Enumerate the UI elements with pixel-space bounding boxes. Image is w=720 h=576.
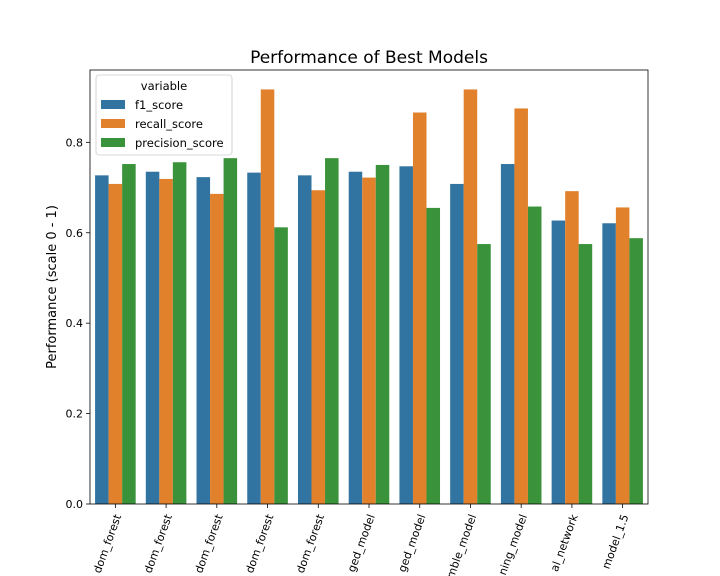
- bar-f1_score-7: [450, 183, 464, 504]
- bar-f1_score-6: [399, 166, 413, 505]
- bar-recall_score-10: [615, 207, 630, 504]
- bar-f1_score-8: [500, 164, 515, 504]
- bar-f1_score-0: [95, 175, 109, 504]
- x-tick-label-7: mble_model: [444, 513, 479, 576]
- legend-swatch-f1_score: [101, 100, 125, 109]
- bar-recall_score-1: [159, 178, 173, 504]
- bar-precision_score-10: [629, 238, 643, 504]
- bar-f1_score-3: [247, 172, 261, 504]
- bar-f1_score-4: [297, 175, 312, 504]
- legend-box: [95, 74, 233, 156]
- bar-recall_score-3: [260, 89, 275, 504]
- bar-f1_score-9: [551, 220, 566, 505]
- bar-precision_score-5: [375, 164, 390, 504]
- bar-precision_score-4: [325, 158, 339, 504]
- bar-precision_score-0: [122, 164, 136, 504]
- x-tick-label-1: dom_forest: [142, 512, 176, 575]
- bars-group: [95, 89, 643, 505]
- bar-recall_score-4: [311, 190, 326, 504]
- x-tick-label-9: al_network: [548, 512, 581, 573]
- bar-recall_score-8: [514, 108, 528, 505]
- bar-f1_score-2: [196, 177, 211, 504]
- x-tick-label-10: model_1.5: [600, 513, 632, 571]
- bar-recall_score-9: [565, 191, 579, 504]
- legend-title: variable: [141, 79, 187, 93]
- y-tick-label-0: 0.0: [66, 498, 84, 511]
- y-tick-label-2: 0.4: [66, 317, 84, 330]
- x-tick-label-3: dom_forest: [243, 512, 277, 575]
- bar-f1_score-5: [348, 171, 363, 504]
- bar-recall_score-0: [108, 183, 123, 504]
- y-tick-label-1: 0.2: [66, 408, 84, 421]
- bar-precision_score-6: [426, 207, 441, 504]
- bar-recall_score-5: [362, 177, 376, 504]
- chart-title: Performance of Best Models: [250, 48, 488, 68]
- x-tick-label-8: ning_model: [496, 513, 530, 576]
- plot-frame: [89, 69, 649, 505]
- legend-swatch-precision_score: [101, 138, 125, 147]
- bar-precision_score-3: [274, 227, 288, 504]
- legend-items: f1_score recall_score precision_score: [101, 98, 224, 150]
- x-tick-label-6: ged_model: [396, 513, 429, 574]
- bar-precision_score-1: [172, 162, 187, 504]
- bar-precision_score-7: [477, 244, 491, 505]
- y-axis: 0.0 0.2 0.4 0.6 0.8: [66, 136, 90, 511]
- legend-label-f1_score: f1_score: [135, 98, 183, 112]
- bar-recall_score-6: [412, 112, 427, 504]
- legend-label-recall_score: recall_score: [135, 117, 203, 131]
- x-axis: dom_forest dom_forest dom_forest dom_forest…: [91, 504, 632, 576]
- bar-precision_score-9: [578, 244, 593, 505]
- bar-f1_score-1: [145, 171, 160, 504]
- bar-recall_score-2: [210, 193, 224, 504]
- x-tick-label-4: dom_forest: [294, 512, 328, 575]
- y-tick-label-4: 0.8: [66, 136, 84, 149]
- legend: variable f1_score recall_score precision_s…: [95, 74, 233, 156]
- x-tick-label-5: ged_model: [345, 513, 378, 574]
- x-tick-label-0: dom_forest: [91, 512, 125, 575]
- bar-precision_score-2: [223, 158, 238, 504]
- bar-f1_score-10: [602, 223, 616, 504]
- bar-recall_score-7: [463, 89, 478, 504]
- bar-precision_score-8: [527, 206, 542, 504]
- legend-label-precision_score: precision_score: [135, 136, 224, 150]
- legend-swatch-recall_score: [101, 119, 125, 128]
- x-tick-label-2: dom_forest: [192, 512, 226, 575]
- y-tick-label-3: 0.6: [66, 227, 84, 240]
- y-axis-label: Performance (scale 0 - 1): [45, 205, 60, 369]
